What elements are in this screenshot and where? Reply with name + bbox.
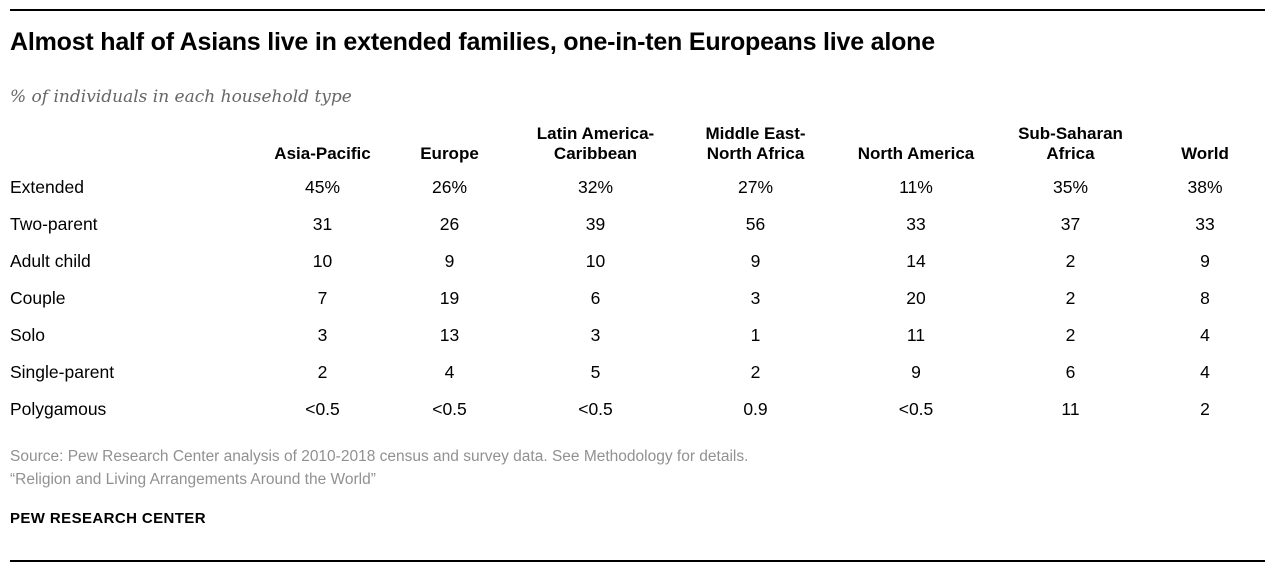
cell: 27% (737, 177, 774, 197)
cell: 7 (317, 288, 328, 308)
column-header-europe: Europe (383, 124, 516, 169)
column-header-middle-east-north-africa: Middle East- North Africa (675, 124, 836, 169)
cell: 2 (317, 362, 328, 382)
column-header-asia-pacific: Asia-Pacific (262, 124, 383, 169)
cell: 9 (444, 251, 455, 271)
cell: 26% (431, 177, 468, 197)
cell: 10 (585, 251, 606, 271)
source-line-1: Source: Pew Research Center analysis of … (10, 448, 749, 465)
cell: 45% (304, 177, 341, 197)
cell: 9 (750, 251, 761, 271)
cell: 11% (899, 177, 933, 197)
cell: 11 (1061, 399, 1080, 419)
column-header-world: World (1145, 124, 1265, 169)
row-label: Two-parent (10, 214, 98, 234)
column-header-label: Middle East- (705, 124, 806, 143)
brand-signature: PEW RESEARCH CENTER (10, 510, 206, 527)
cell: 26 (439, 214, 460, 234)
cell: 31 (312, 214, 333, 234)
cell: 33 (906, 214, 926, 234)
row-label: Single-parent (10, 362, 115, 382)
cell: 8 (1200, 288, 1210, 308)
cell: 3 (317, 325, 328, 345)
cell: 38% (1187, 177, 1223, 197)
cell: 6 (590, 288, 601, 308)
page-title: Almost half of Asians live in extended f… (10, 28, 935, 56)
subtitle: % of individuals in each household type (10, 87, 352, 107)
cell: 2 (1065, 325, 1076, 345)
row-label: Adult child (10, 251, 91, 271)
cell: 2 (1200, 399, 1210, 419)
cell: 13 (439, 325, 460, 345)
cell: 37 (1060, 214, 1081, 234)
cell: 11 (906, 325, 926, 345)
cell: 2 (1065, 288, 1076, 308)
column-header-label: Europe (420, 144, 479, 163)
row-label: Solo (10, 325, 46, 345)
cell: 1 (750, 325, 761, 345)
cell: 9 (1200, 251, 1210, 271)
source-note: Source: Pew Research Center analysis of … (10, 445, 1265, 491)
column-header-sub-saharan-africa: Sub-Saharan Africa (996, 124, 1145, 169)
cell: <0.5 (578, 399, 613, 419)
cell: <0.5 (898, 399, 934, 419)
cell: 3 (590, 325, 601, 345)
header-row: Asia-Pacific Europe Latin America- Carib… (10, 124, 1265, 169)
top-rule (10, 9, 1265, 11)
row-label: Polygamous (10, 399, 107, 419)
table-row-solo: Solo 3 13 3 1 11 2 4 (10, 317, 1265, 354)
bottom-rule (10, 560, 1265, 562)
cell: 14 (906, 251, 926, 271)
corner-cell (10, 124, 262, 169)
cell: 33 (1195, 214, 1215, 234)
cell: 4 (444, 362, 455, 382)
cell: 32% (577, 177, 614, 197)
cell: 4 (1200, 325, 1210, 345)
table-row-polygamous: Polygamous <0.5 <0.5 <0.5 0.9 <0.5 11 2 (10, 391, 1265, 428)
cell: 9 (911, 362, 921, 382)
column-header-label: Asia-Pacific (274, 144, 371, 163)
column-header-label: Africa (1046, 144, 1095, 163)
row-label: Couple (10, 288, 66, 308)
column-header-latin-america-caribbean: Latin America- Caribbean (516, 124, 675, 169)
table-row-couple: Couple 7 19 6 3 20 2 8 (10, 280, 1265, 317)
cell: 19 (439, 288, 460, 308)
column-header-label: World (1181, 144, 1229, 163)
household-type-table: Asia-Pacific Europe Latin America- Carib… (10, 124, 1265, 428)
cell: 0.9 (743, 399, 768, 419)
table-row-extended: Extended 45% 26% 32% 27% 11% 35% 38% (10, 169, 1265, 206)
cell: 6 (1065, 362, 1076, 382)
cell: <0.5 (432, 399, 467, 419)
cell: 35% (1052, 177, 1089, 197)
pew-table-figure: Almost half of Asians live in extended f… (0, 9, 1276, 581)
column-header-label: Caribbean (553, 144, 638, 163)
cell: 2 (1065, 251, 1076, 271)
cell: 2 (750, 362, 761, 382)
cell: 39 (585, 214, 606, 234)
row-label: Extended (10, 177, 84, 197)
table-row-adult-child: Adult child 10 9 10 9 14 2 9 (10, 243, 1265, 280)
column-header-north-america: North America (836, 124, 996, 169)
column-header-label: Latin America- (536, 124, 655, 143)
cell: 4 (1200, 362, 1210, 382)
cell: 20 (906, 288, 926, 308)
cell: 3 (750, 288, 761, 308)
column-header-label: Sub-Saharan (1018, 124, 1123, 143)
cell: 56 (745, 214, 766, 234)
source-line-2: “Religion and Living Arrangements Around… (10, 471, 376, 488)
cell: <0.5 (305, 399, 340, 419)
column-header-label: North Africa (706, 144, 805, 163)
cell: 10 (312, 251, 333, 271)
table-row-single-parent: Single-parent 2 4 5 2 9 6 4 (10, 354, 1265, 391)
column-header-label: North America (857, 144, 975, 163)
table-row-two-parent: Two-parent 31 26 39 56 33 37 33 (10, 206, 1265, 243)
cell: 5 (590, 362, 601, 382)
